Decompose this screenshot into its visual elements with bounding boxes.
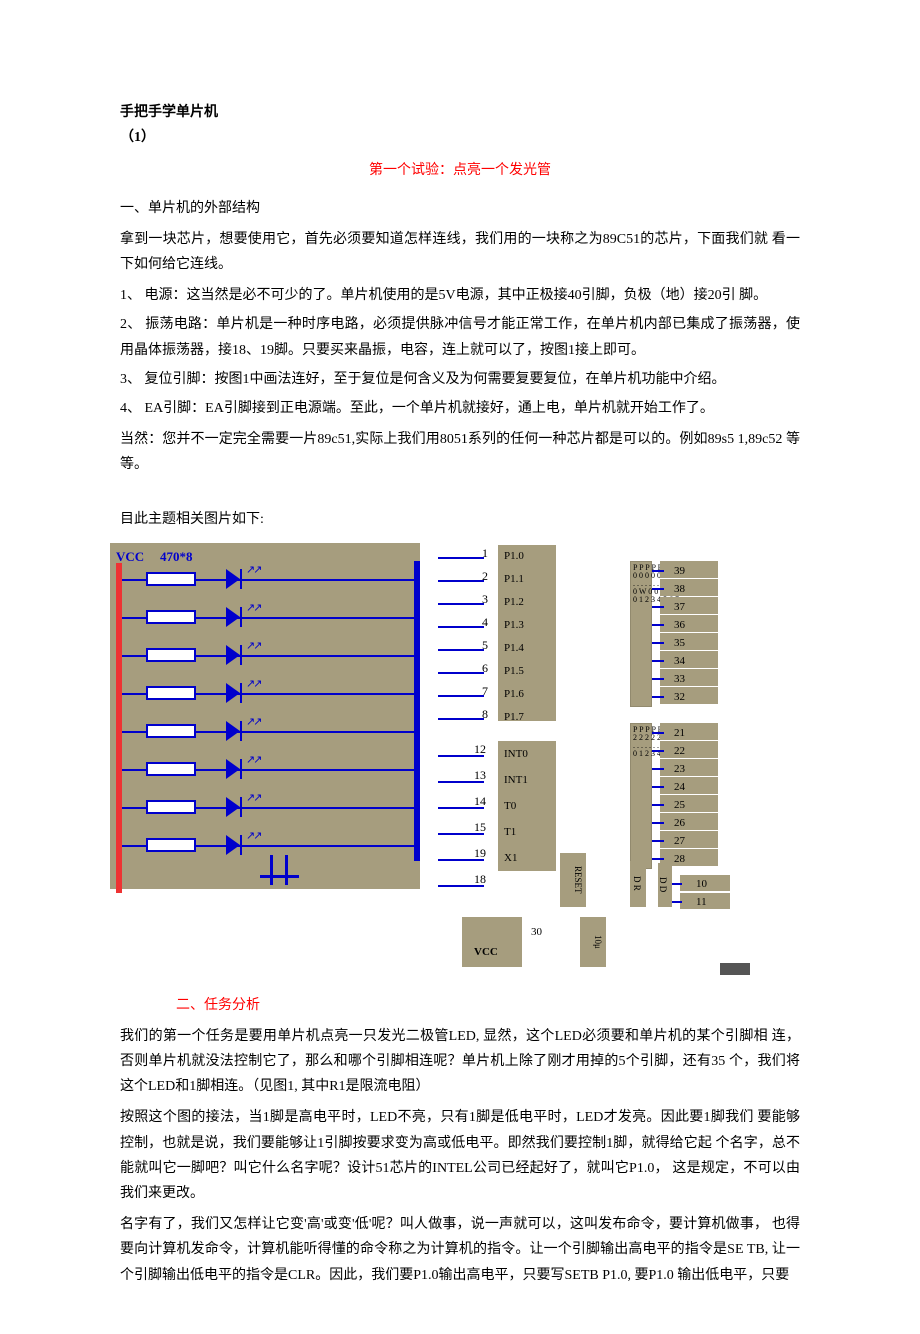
right-pin-row: 37 bbox=[660, 597, 760, 615]
item-1: 1、 电源：这当然是必不可少的了。单片机使用的是5V电源，其中正极接40引脚，负… bbox=[120, 283, 800, 308]
led-rung: ↗↗ bbox=[116, 829, 414, 861]
int-pin-row: 12INT0 bbox=[438, 741, 578, 767]
led-rung: ↗↗ bbox=[116, 639, 414, 671]
right-pin-row: 25 bbox=[660, 795, 760, 813]
section2-p3: 名字有了，我们又怎样让它变'高'或变'低'呢？叫人做事，说一声就可以，这叫发布命… bbox=[120, 1212, 800, 1288]
pin-10-row: 10 bbox=[680, 875, 730, 891]
led-rung: ↗↗ bbox=[116, 601, 414, 633]
right-pin-column: P P P P P P P P 0 0 0 0 0 0 0 0 . . . . … bbox=[630, 561, 760, 885]
item-2: 2、 振荡电路：单片机是一种时序电路，必须提供脉冲信号才能正常工作，在单片机内部… bbox=[120, 312, 800, 362]
right-pin-row: 24 bbox=[660, 777, 760, 795]
vcc2-label: VCC bbox=[474, 943, 498, 963]
led-rung: ↗↗ bbox=[116, 791, 414, 823]
right-pin-row: 39 bbox=[660, 561, 760, 579]
p2-glyphs: P P P P P P P P 2 2 2 2 2 2 2 2 . . . . … bbox=[630, 723, 652, 869]
section2-p1: 我们的第一个任务是要用单片机点亮一只发光二极管LED, 显然，这个LED必须要和… bbox=[120, 1024, 800, 1100]
int-pin-row: 13INT1 bbox=[438, 767, 578, 793]
circuit-diagram: VCC 470*8 ↗↗↗↗↗↗↗↗↗↗↗↗↗↗↗↗ 8031 1P1.02P1… bbox=[110, 543, 790, 983]
right-pin-row: 23 bbox=[660, 759, 760, 777]
right-pin-row: 22 bbox=[660, 741, 760, 759]
port1-pin-row: 5P1.4 bbox=[438, 635, 558, 657]
pins-10-11: 10 11 bbox=[680, 875, 730, 911]
dr-block: D R bbox=[630, 861, 646, 907]
led-rung: ↗↗ bbox=[116, 677, 414, 709]
doc-title: 手把手学单片机 bbox=[120, 100, 800, 125]
right-pin-row: 26 bbox=[660, 813, 760, 831]
dd-block: D D bbox=[658, 863, 672, 907]
port1-pin-row: 8P1.7 bbox=[438, 704, 558, 726]
right-pin-row: 34 bbox=[660, 651, 760, 669]
section2-p2: 按照这个图的接法，当1脚是高电平时，LED不亮，只有1脚是低电平时，LED才发亮… bbox=[120, 1105, 800, 1206]
port1-pin-row: 7P1.6 bbox=[438, 681, 558, 703]
led-ladder-block: VCC 470*8 ↗↗↗↗↗↗↗↗↗↗↗↗↗↗↗↗ bbox=[110, 543, 420, 889]
port1-pin-row: 6P1.5 bbox=[438, 658, 558, 680]
right-pin-row: 21 bbox=[660, 723, 760, 741]
port1-pin-row: 4P1.3 bbox=[438, 612, 558, 634]
vcc30-block: VCC 30 bbox=[462, 917, 522, 967]
section2-heading: 二、任务分析 bbox=[176, 993, 800, 1018]
port1-pin-row: 1P1.0 bbox=[438, 543, 558, 565]
int-pin-row: 14T0 bbox=[438, 793, 578, 819]
cap-lead-2 bbox=[285, 855, 288, 885]
section1-intro: 拿到一块芯片，想要使用它，首先必须要知道怎样连线，我们用的一块称之为89C51的… bbox=[120, 227, 800, 277]
led-rung: ↗↗ bbox=[116, 563, 414, 595]
right-pin-row: 33 bbox=[660, 669, 760, 687]
right-pin-row: 38 bbox=[660, 579, 760, 597]
section1-note: 当然：您并不一定完全需要一片89c51,实际上我们用8051系列的任何一种芯片都… bbox=[120, 427, 800, 477]
item-3: 3、 复位引脚：按图1中画法连好，至于复位是何含义及为何需要复要复位，在单片机功… bbox=[120, 367, 800, 392]
cap-plate-2 bbox=[275, 875, 299, 878]
right-pin-row: 36 bbox=[660, 615, 760, 633]
reset-block: RESET bbox=[560, 853, 586, 907]
int-column: 12INT013INT114T015T119X118 bbox=[438, 741, 578, 897]
small-chip-icon bbox=[720, 963, 750, 975]
port1-pin-row: 2P1.1 bbox=[438, 566, 558, 588]
cap-lead-1 bbox=[270, 855, 273, 885]
right-pin-row: 32 bbox=[660, 687, 760, 705]
int-pin-row: 15T1 bbox=[438, 819, 578, 845]
right-pin-row: 28 bbox=[660, 849, 760, 867]
section1-heading: 一、单片机的外部结构 bbox=[120, 196, 800, 221]
port1-pin-row: 3P1.2 bbox=[438, 589, 558, 611]
item-4: 4、 EA引脚：EA引脚接到正电源端。至此，一个单片机就接好，通上电，单片机就开… bbox=[120, 396, 800, 421]
p0-glyphs: P P P P P P P P 0 0 0 0 0 0 0 0 . . . . … bbox=[630, 561, 652, 707]
pin30-label: 30 bbox=[531, 923, 542, 943]
led-rung: ↗↗ bbox=[116, 753, 414, 785]
experiment-title: 第一个试验：点亮一个发光管 bbox=[120, 158, 800, 183]
figure-caption: 目此主题相关图片如下: bbox=[120, 507, 800, 532]
p2-group: P P P P P P P P 2 2 2 2 2 2 2 2 . . . . … bbox=[630, 723, 760, 867]
cap-10u-block: 10μ bbox=[580, 917, 606, 967]
right-pin-row: 35 bbox=[660, 633, 760, 651]
pin-11-row: 11 bbox=[680, 893, 730, 909]
led-rung: ↗↗ bbox=[116, 715, 414, 747]
int-pin-row: 18 bbox=[438, 871, 578, 897]
doc-subnum: （1） bbox=[120, 125, 800, 150]
vertical-bus bbox=[414, 561, 420, 861]
right-pin-row: 27 bbox=[660, 831, 760, 849]
p0-group: P P P P P P P P 0 0 0 0 0 0 0 0 . . . . … bbox=[630, 561, 760, 705]
int-pin-row: 19X1 bbox=[438, 845, 578, 871]
port1-column: 1P1.02P1.13P1.24P1.35P1.46P1.57P1.68P1.7 bbox=[438, 543, 558, 727]
